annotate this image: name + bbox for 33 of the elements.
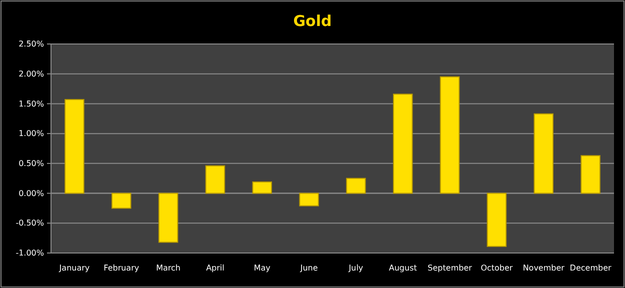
bar (64, 99, 84, 194)
bar (346, 178, 366, 194)
bar (580, 155, 600, 194)
x-tick-label: September (428, 264, 473, 273)
bar (440, 76, 460, 194)
bar (158, 192, 178, 243)
x-tick-label: April (206, 264, 224, 273)
y-tick-label: 0.50% (18, 158, 44, 168)
bar (252, 181, 272, 194)
y-tick-label: -0.50% (16, 218, 44, 228)
y-tick-label: 1.50% (18, 99, 44, 108)
x-tick-label: November (522, 264, 566, 273)
bar (299, 192, 319, 206)
bar (205, 165, 226, 194)
x-tick-label: February (104, 264, 140, 273)
x-tick-label: May (254, 264, 271, 273)
y-tick-label: 2.00% (18, 69, 44, 78)
y-tick-label: -1.00% (16, 248, 44, 258)
x-tick-label: August (388, 264, 417, 273)
x-tick-label: March (156, 264, 180, 273)
y-tick-label: 0.00% (18, 188, 44, 198)
bar (392, 94, 413, 194)
x-tick-label: December (570, 264, 612, 273)
y-tick-label: 1.00% (18, 129, 44, 138)
chart-title: Gold (293, 12, 332, 30)
x-tick-label: January (58, 264, 90, 273)
bar (111, 192, 132, 209)
x-tick-label: October (480, 264, 514, 273)
bar (486, 192, 507, 247)
x-tick-label: July (348, 264, 364, 273)
y-tick-label: 2.50% (18, 40, 44, 49)
bar (534, 113, 554, 194)
x-tick-label: June (299, 264, 318, 273)
